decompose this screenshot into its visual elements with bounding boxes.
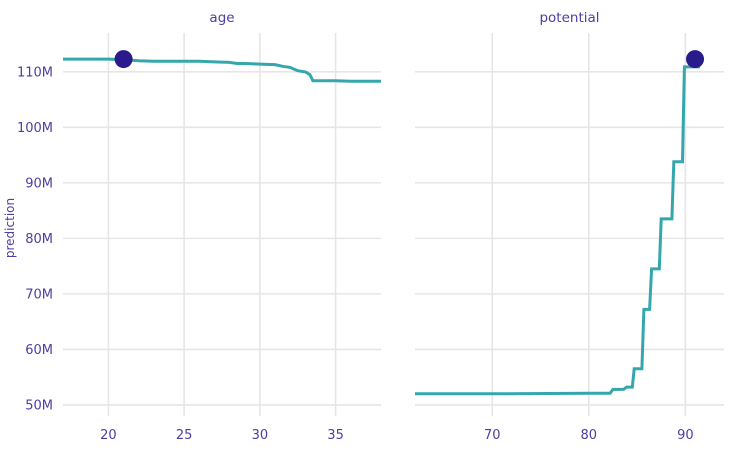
series-line	[415, 65, 700, 396]
x-tick-label: 35	[327, 428, 344, 443]
gridlines	[63, 33, 381, 416]
x-tick-label: 80	[581, 428, 598, 443]
observation-point	[114, 50, 133, 69]
panel-potential: potential 70 80 90	[415, 10, 724, 443]
x-tick-label: 20	[100, 428, 117, 443]
panel-age: age 20 25 30 35	[63, 10, 381, 443]
y-tick-label: 110M	[17, 65, 53, 80]
y-axis-label: prediction	[3, 198, 17, 258]
x-tick-label: 90	[677, 428, 694, 443]
series-line	[63, 57, 381, 83]
y-tick-labels: 110M 100M 90M 80M 70M 60M 50M	[17, 65, 53, 413]
gridlines	[415, 33, 724, 416]
y-tick-label: 60M	[25, 343, 53, 358]
panel-title-age: age	[209, 10, 234, 26]
y-tick-label: 100M	[17, 121, 53, 136]
x-tick-label: 25	[176, 428, 193, 443]
y-tick-label: 80M	[25, 232, 53, 247]
y-tick-label: 50M	[25, 398, 53, 413]
y-tick-label: 90M	[25, 176, 53, 191]
y-tick-label: 70M	[25, 287, 53, 302]
observation-point	[686, 50, 705, 69]
panel-title-potential: potential	[539, 10, 599, 26]
x-tick-label: 70	[484, 428, 501, 443]
x-tick-label: 30	[252, 428, 269, 443]
